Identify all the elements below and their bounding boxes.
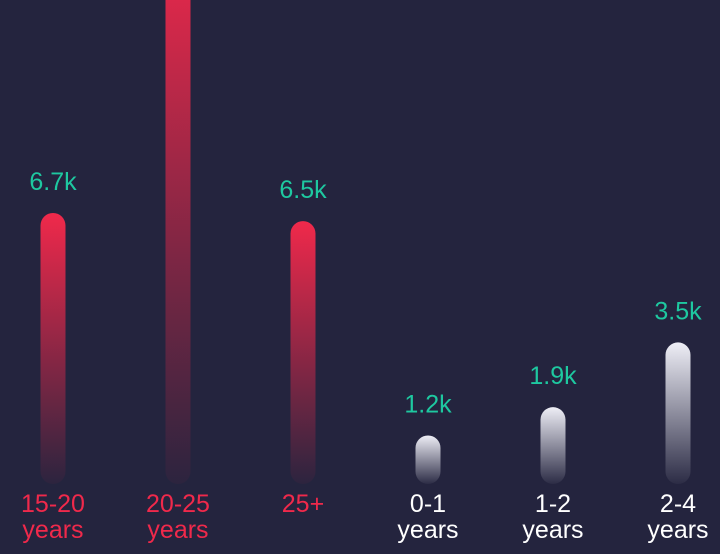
category-label-1: 20-25 years — [146, 490, 210, 544]
category-label-3-line-1: years — [397, 516, 458, 544]
value-label-3: 1.2k — [404, 390, 452, 418]
bar-4 — [540, 407, 566, 484]
value-label-0: 6.7k — [29, 168, 77, 196]
bar-5 — [665, 342, 691, 484]
category-label-5: 2-4 years — [647, 490, 708, 544]
category-label-1-line-1: years — [147, 516, 208, 544]
category-label-0-line-1: years — [22, 516, 83, 544]
value-label-5: 3.5k — [654, 297, 702, 325]
bar-0 — [40, 212, 66, 485]
category-label-4-line-0: 1-2 — [535, 490, 571, 518]
category-label-3-line-0: 0-1 — [410, 490, 446, 518]
category-label-2-line-0: 25+ — [282, 490, 324, 518]
category-label-4-line-1: years — [522, 516, 583, 544]
category-label-2: 25+ — [282, 490, 324, 518]
category-label-5-line-0: 2-4 — [660, 490, 696, 518]
category-label-4: 1-2 years — [522, 490, 583, 544]
value-label-4: 1.9k — [529, 362, 577, 390]
category-label-5-line-1: years — [647, 516, 708, 544]
bar-3 — [415, 435, 441, 484]
category-label-0-line-0: 15-20 — [21, 490, 85, 518]
value-label-2: 6.5k — [279, 176, 327, 204]
bar-2 — [290, 221, 316, 484]
category-label-1-line-0: 20-25 — [146, 490, 210, 518]
bar-1 — [165, 0, 191, 484]
category-label-3: 0-1 years — [397, 490, 458, 544]
category-label-0: 15-20 years — [21, 490, 85, 544]
